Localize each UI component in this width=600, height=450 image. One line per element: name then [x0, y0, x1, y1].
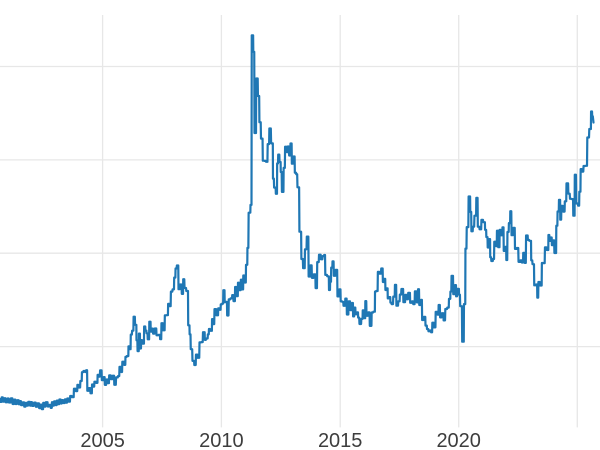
- svg-text:2010: 2010: [199, 430, 244, 450]
- svg-text:2015: 2015: [318, 430, 363, 450]
- svg-text:2020: 2020: [436, 430, 481, 450]
- svg-text:2005: 2005: [80, 430, 125, 450]
